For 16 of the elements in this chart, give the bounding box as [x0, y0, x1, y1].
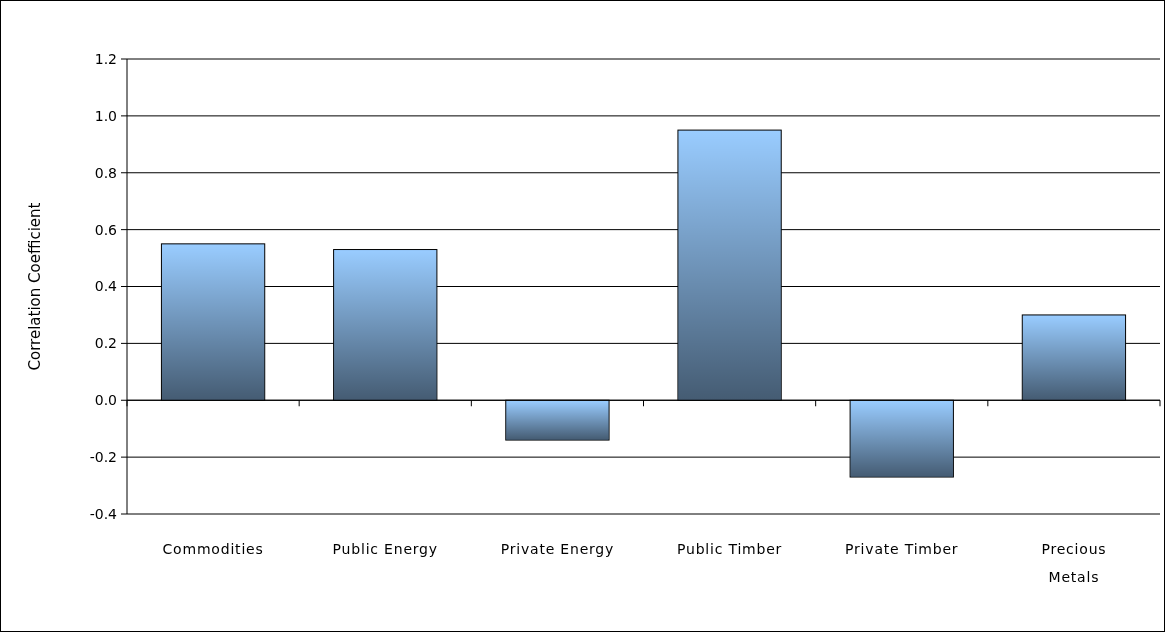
x-tick-label: Public Energy	[332, 541, 438, 557]
y-tick-label: 1.0	[94, 107, 117, 124]
y-tick-label: 0.4	[94, 278, 118, 295]
y-tick-label: 0.0	[94, 392, 117, 409]
y-tick-label: -0.4	[89, 505, 118, 522]
y-tick-label: -0.2	[89, 449, 117, 466]
x-tick-label: Private Energy	[500, 541, 615, 557]
y-tick-label: 1.2	[94, 50, 117, 67]
y-tick-label: 0.8	[94, 164, 117, 181]
x-tick-label: Precious Metals	[1041, 541, 1107, 585]
x-tick-label: Private Timber	[845, 541, 959, 557]
x-tick-label: Commodities	[162, 541, 264, 557]
x-tick-label: Public Timber	[676, 541, 783, 557]
y-tick-label: 0.6	[94, 221, 118, 238]
y-tick-label: 0.2	[94, 335, 117, 352]
y-axis-title: Correlation Coefficient	[26, 202, 44, 371]
